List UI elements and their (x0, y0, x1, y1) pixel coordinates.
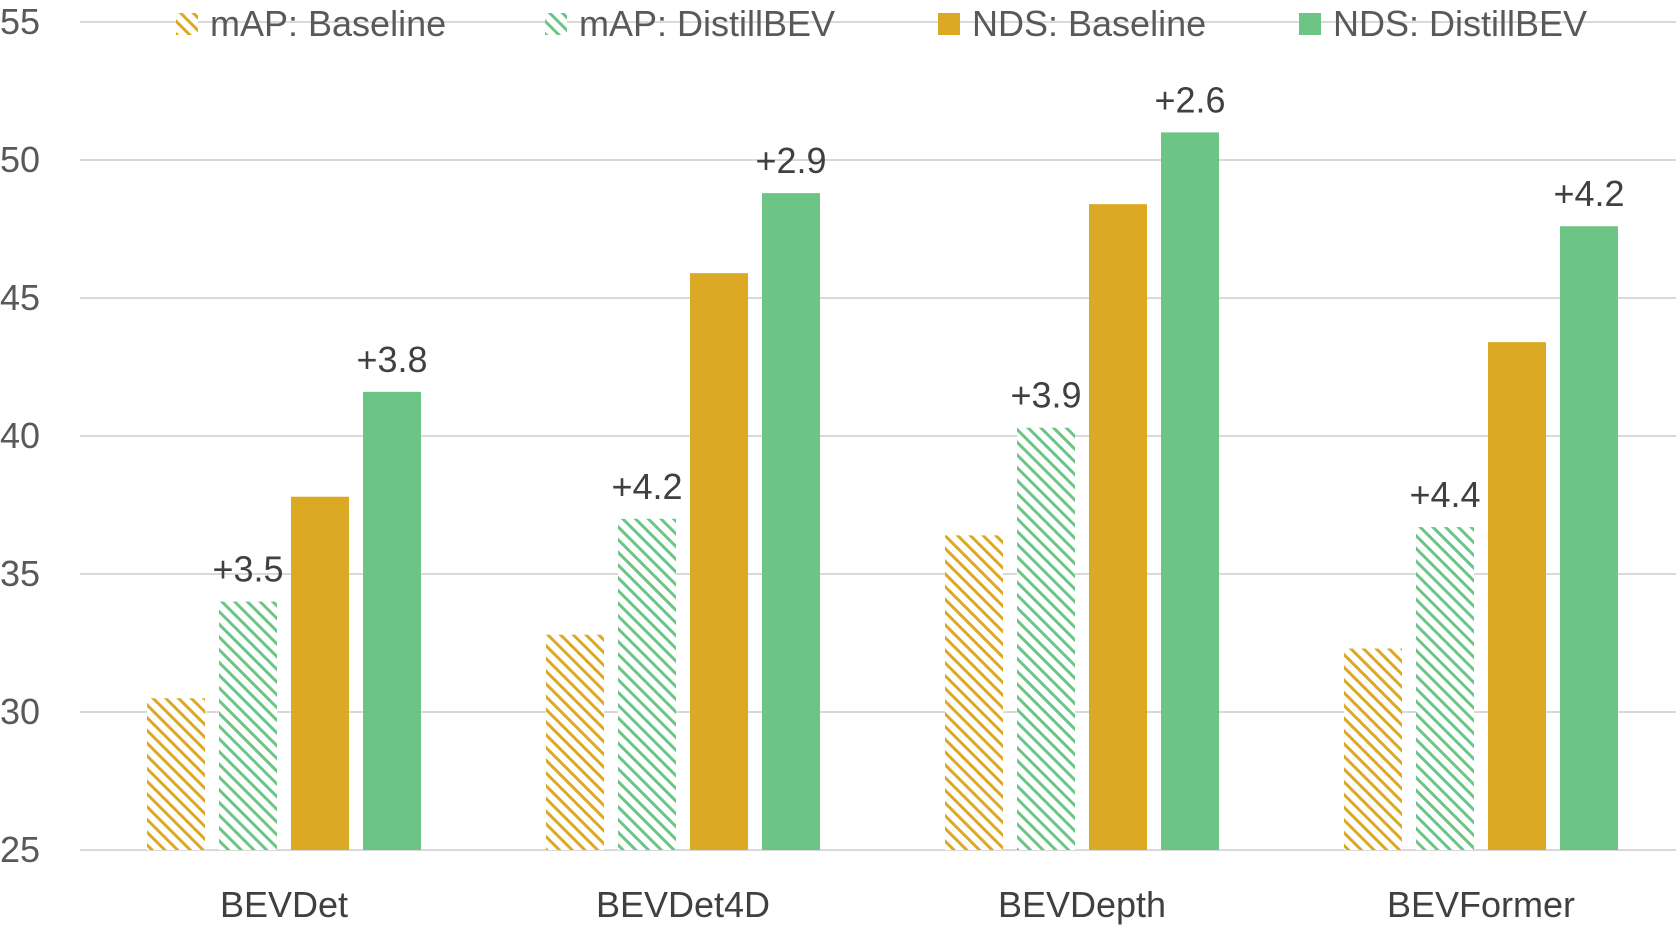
bar (690, 273, 748, 850)
legend: mAP: Baseline mAP: DistillBEV NDS: Baselin… (176, 3, 1587, 44)
bar (291, 496, 349, 850)
bar (1089, 204, 1147, 850)
legend-label: mAP: DistillBEV (579, 3, 835, 44)
y-axis-ticks: 25 30 35 40 45 50 55 (0, 1, 40, 870)
legend-swatch (545, 13, 567, 35)
legend-label: NDS: Baseline (972, 3, 1206, 44)
bar (762, 193, 820, 850)
legend-item: NDS: DistillBEV (1299, 3, 1587, 44)
data-label: +4.2 (611, 466, 682, 507)
bars (147, 132, 1618, 851)
legend-swatch (1299, 13, 1321, 35)
bar (1416, 527, 1474, 850)
y-tick-label: 40 (0, 415, 40, 456)
data-labels: +3.5 +3.8 +4.2 +2.9 +3.9 +2.6 +4.4 +4.2 (212, 79, 1624, 589)
data-label: +3.8 (356, 339, 427, 380)
data-label: +3.5 (212, 549, 283, 590)
y-tick-label: 55 (0, 1, 40, 42)
bar (546, 634, 604, 850)
bar (147, 698, 205, 850)
data-label: +2.6 (1154, 79, 1225, 120)
legend-item: mAP: DistillBEV (545, 3, 835, 44)
legend-label: NDS: DistillBEV (1333, 3, 1587, 44)
x-tick-label: BEVDepth (998, 884, 1166, 925)
data-label: +2.9 (755, 140, 826, 181)
legend-swatch (938, 13, 960, 35)
legend-item: mAP: Baseline (176, 3, 446, 44)
bar (219, 601, 277, 850)
bar (1161, 132, 1219, 850)
bar (1560, 226, 1618, 851)
x-tick-label: BEVDet4D (596, 884, 770, 925)
bar (1344, 648, 1402, 850)
x-axis-labels: BEVDet BEVDet4D BEVDepth BEVFormer (220, 884, 1575, 925)
y-tick-label: 30 (0, 691, 40, 732)
bar (363, 391, 421, 850)
y-tick-label: 50 (0, 139, 40, 180)
x-tick-label: BEVFormer (1387, 884, 1575, 925)
data-label: +3.9 (1010, 375, 1081, 416)
legend-label: mAP: Baseline (210, 3, 446, 44)
bar (1017, 427, 1075, 850)
bar (618, 518, 676, 850)
data-label: +4.4 (1409, 474, 1480, 515)
y-tick-label: 45 (0, 277, 40, 318)
x-tick-label: BEVDet (220, 884, 348, 925)
bar (945, 535, 1003, 850)
y-tick-label: 35 (0, 553, 40, 594)
data-label: +4.2 (1553, 173, 1624, 214)
legend-item: NDS: Baseline (938, 3, 1206, 44)
y-tick-label: 25 (0, 829, 40, 870)
legend-swatch (176, 13, 198, 35)
bar (1488, 342, 1546, 850)
